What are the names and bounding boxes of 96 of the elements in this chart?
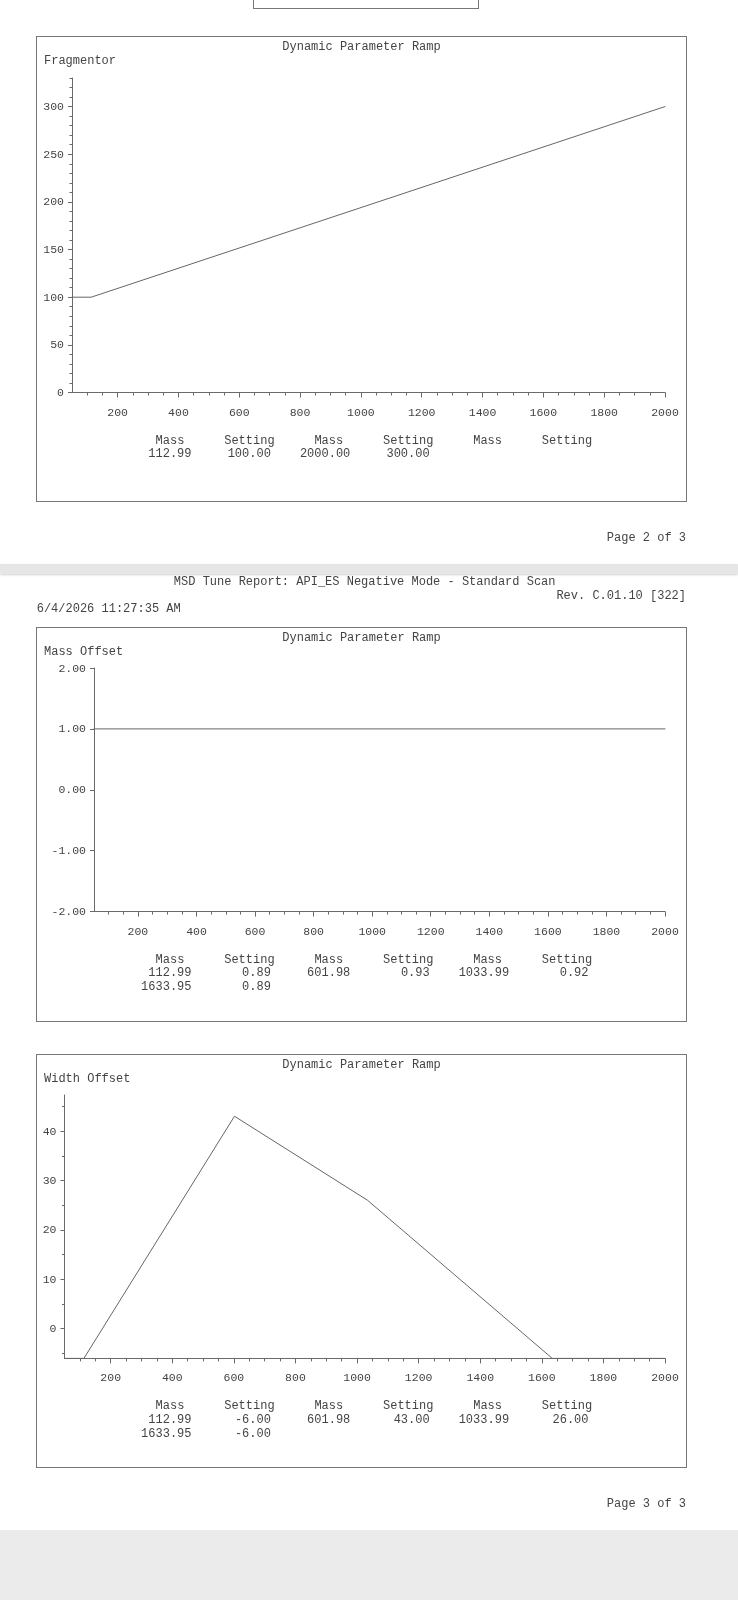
y-tick-label: 10 bbox=[42, 1272, 57, 1286]
y-tick-label: 2.00 bbox=[58, 661, 87, 675]
x-tick-label: 1400 bbox=[475, 924, 504, 938]
text: 112.99 bbox=[148, 966, 192, 981]
y-tick-label: 30 bbox=[42, 1173, 57, 1187]
x-tick-label: 1800 bbox=[592, 924, 621, 938]
x-tick-label: 1600 bbox=[528, 1371, 556, 1385]
text: Setting bbox=[224, 433, 275, 448]
x-tick-label: 400 bbox=[186, 924, 207, 938]
text: Setting bbox=[224, 1399, 275, 1414]
x-tick-label: 400 bbox=[168, 405, 189, 419]
x-tick-label: 600 bbox=[228, 405, 250, 419]
text: 1633.95 bbox=[141, 980, 192, 994]
x-tick-label: 800 bbox=[289, 405, 311, 419]
x-tick-label: 200 bbox=[107, 405, 129, 419]
text: Setting bbox=[224, 952, 275, 967]
y-tick-label: 0.00 bbox=[58, 783, 87, 797]
x-tick-label: 1200 bbox=[416, 924, 445, 938]
text: 0.89 bbox=[242, 980, 271, 994]
text: Rev. C.01.10 [322] bbox=[556, 588, 686, 603]
text: Mass bbox=[155, 952, 185, 967]
x-tick-label: 1800 bbox=[590, 405, 619, 419]
text: 112.99 bbox=[148, 1413, 192, 1428]
text: Mass bbox=[155, 433, 185, 448]
y-tick-label: 150 bbox=[43, 243, 65, 257]
y-tick-label: 200 bbox=[43, 195, 65, 209]
chart-title: Dynamic Parameter Ramp bbox=[282, 39, 441, 54]
y-axis-title: Mass Offset bbox=[44, 644, 124, 659]
x-tick-label: 1200 bbox=[404, 1371, 433, 1385]
text: 6/4/2026 11:27:35 AM bbox=[36, 602, 181, 617]
text: -6.00 bbox=[234, 1426, 271, 1441]
text: 0.93 bbox=[400, 966, 430, 981]
text: 0.92 bbox=[559, 966, 589, 981]
y-tick-label: 100 bbox=[43, 290, 65, 304]
text: Mass bbox=[155, 1399, 185, 1414]
text: Mass bbox=[314, 1399, 344, 1414]
text: 112.99 bbox=[148, 447, 192, 462]
text: Mass bbox=[473, 1399, 502, 1414]
text: Mass bbox=[314, 952, 344, 967]
y-axis-title: Fragmentor bbox=[44, 53, 117, 68]
x-tick-label: 1600 bbox=[529, 405, 558, 419]
y-tick-label: 250 bbox=[43, 147, 65, 161]
x-tick-label: 800 bbox=[285, 1371, 306, 1385]
text: Mass bbox=[473, 433, 502, 448]
x-tick-label: 1000 bbox=[343, 1371, 371, 1385]
chart-title: Dynamic Parameter Ramp bbox=[282, 630, 441, 645]
y-tick-label: 1.00 bbox=[58, 722, 87, 736]
x-tick-label: 1000 bbox=[347, 405, 375, 419]
x-tick-label: 2000 bbox=[651, 924, 679, 938]
y-tick-label: 40 bbox=[42, 1124, 57, 1138]
text: 1033.99 bbox=[458, 1413, 510, 1428]
text: 100.00 bbox=[227, 447, 271, 462]
y-tick-label: -2.00 bbox=[51, 905, 87, 919]
text: Mass bbox=[314, 433, 344, 448]
x-tick-label: 2000 bbox=[651, 1371, 679, 1385]
x-tick-label: 1000 bbox=[358, 924, 387, 938]
x-tick-label: 1400 bbox=[468, 405, 497, 419]
x-tick-label: 400 bbox=[161, 1371, 183, 1385]
text: Setting bbox=[541, 433, 593, 448]
text: 1033.99 bbox=[458, 966, 510, 981]
y-tick-label: 300 bbox=[43, 100, 65, 114]
text: -6.00 bbox=[234, 1413, 271, 1428]
x-tick-label: 1200 bbox=[407, 405, 436, 419]
text: 300.00 bbox=[386, 447, 430, 462]
text: 601.98 bbox=[307, 966, 351, 981]
x-tick-label: 2000 bbox=[651, 405, 679, 419]
x-tick-label: 1600 bbox=[534, 924, 562, 938]
text: Setting bbox=[541, 1399, 593, 1414]
chart-title: Dynamic Parameter Ramp bbox=[282, 1057, 441, 1072]
y-tick-label: 20 bbox=[42, 1223, 57, 1237]
text: Setting bbox=[382, 1399, 434, 1414]
text: MSD Tune Report: API_ES Negative Mode - Standard Scan bbox=[173, 575, 556, 589]
text: 0.89 bbox=[242, 966, 271, 981]
x-tick-label: 800 bbox=[303, 924, 325, 938]
text: 1633.95 bbox=[141, 1426, 192, 1441]
text: 601.98 bbox=[307, 1413, 351, 1428]
x-tick-label: 600 bbox=[223, 1371, 245, 1385]
text: Mass bbox=[473, 952, 502, 967]
x-tick-label: 200 bbox=[100, 1371, 122, 1385]
text: Page 2 of 3 bbox=[606, 530, 686, 545]
text: Setting bbox=[382, 433, 434, 448]
y-tick-label: 0 bbox=[57, 386, 65, 399]
text: 26.00 bbox=[552, 1413, 589, 1428]
text: 2000.00 bbox=[299, 447, 351, 462]
x-tick-label: 1400 bbox=[466, 1371, 495, 1385]
x-tick-label: 600 bbox=[244, 924, 266, 938]
x-tick-label: 1800 bbox=[589, 1371, 618, 1385]
text: 43.00 bbox=[393, 1413, 430, 1428]
y-tick-label: 50 bbox=[50, 338, 65, 352]
text: Page 3 of 3 bbox=[606, 1496, 686, 1511]
text: Setting bbox=[382, 952, 434, 967]
y-axis-title: Width Offset bbox=[44, 1071, 131, 1086]
x-tick-label: 200 bbox=[127, 924, 149, 938]
text: Setting bbox=[541, 952, 593, 967]
y-tick-label: -1.00 bbox=[51, 844, 87, 858]
y-tick-label: 0 bbox=[49, 1322, 57, 1336]
